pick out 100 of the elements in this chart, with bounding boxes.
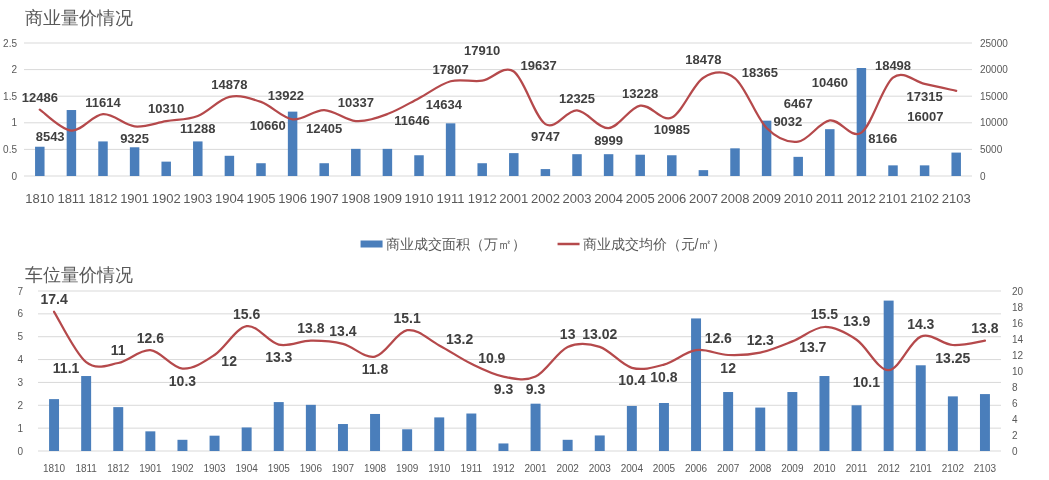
data-label: 13.8: [297, 320, 325, 336]
x-tick-label: 1906: [278, 190, 308, 206]
bar: [851, 405, 862, 451]
x-tick-label: 1902: [171, 462, 195, 474]
x-tick-label: 1811: [75, 462, 98, 474]
data-label: 13922: [267, 88, 304, 104]
x-tick-label: 1912: [467, 190, 497, 206]
y-tick-label: 3: [17, 376, 24, 388]
bar: [161, 161, 171, 176]
chart-title: 商业量价情况: [25, 8, 133, 28]
x-tick-label: 1910: [428, 462, 451, 474]
x-tick-label: 2007: [717, 462, 740, 474]
x-tick-label: 1909: [396, 462, 419, 474]
x-tick-label: 2103: [973, 462, 997, 474]
y2-tick-label: 20000: [980, 64, 1009, 76]
bar: [498, 443, 509, 451]
y-tick-label: 2.5: [3, 37, 18, 49]
data-label: 9325: [120, 131, 150, 147]
data-label: 8543: [35, 129, 65, 145]
data-label: 9032: [773, 114, 803, 130]
data-label: 17.4: [40, 291, 68, 308]
bar: [979, 394, 990, 451]
x-tick-label: 2101: [909, 462, 933, 474]
bar: [241, 427, 252, 451]
x-tick-label: 1902: [151, 190, 181, 206]
y-tick-label: 0.5: [3, 143, 18, 155]
x-tick-label: 1812: [107, 462, 130, 474]
data-label: 19637: [520, 58, 557, 74]
bar: [209, 435, 220, 451]
bar: [466, 413, 477, 451]
x-tick-label: 2103: [941, 190, 971, 206]
x-tick-label: 2010: [813, 462, 837, 474]
bar: [951, 152, 961, 176]
bar: [509, 153, 519, 176]
x-tick-label: 2001: [499, 190, 529, 206]
x-tick-label: 1908: [341, 190, 371, 206]
bar: [319, 163, 329, 176]
data-label: 10.1: [852, 374, 881, 391]
data-label: 12: [720, 359, 737, 376]
x-tick-label: 1904: [214, 190, 244, 206]
y-tick-label: 4: [17, 354, 24, 366]
x-tick-label: 2011: [815, 190, 844, 206]
data-label: 11.8: [361, 361, 389, 378]
data-label: 10.8: [650, 369, 678, 386]
bar: [947, 396, 958, 451]
bar: [540, 169, 551, 176]
bar: [81, 376, 92, 451]
bar: [819, 376, 830, 451]
data-label: 12486: [21, 89, 58, 105]
x-tick-label: 2001: [524, 462, 548, 474]
data-label: 12.6: [704, 330, 733, 347]
x-tick-label: 2009: [752, 190, 782, 206]
data-label: 11614: [85, 94, 122, 110]
y2-tick-label: 0: [980, 170, 986, 182]
bar: [883, 300, 894, 451]
data-label: 13.4: [329, 323, 357, 340]
data-label: 10660: [249, 117, 286, 133]
y2-tick-label: 10: [1012, 365, 1024, 377]
bar: [919, 165, 930, 176]
y-tick-label: 0: [11, 170, 18, 182]
data-label: 10460: [811, 74, 848, 90]
y2-tick-label: 14: [1012, 333, 1024, 345]
bar: [445, 123, 456, 176]
bar: [856, 68, 867, 176]
data-label: 12405: [306, 120, 343, 136]
data-label: 13.8: [971, 320, 999, 336]
bar: [256, 163, 266, 176]
legend-label: 商业成交面积（万㎡）: [385, 236, 518, 252]
data-label: 14878: [211, 77, 248, 93]
data-label: 8999: [594, 132, 624, 148]
data-label: 17807: [432, 61, 469, 77]
data-label: 12325: [558, 90, 596, 106]
data-label: 14634: [425, 96, 463, 112]
data-label: 9.3: [493, 381, 514, 398]
data-label: 13.9: [842, 313, 871, 330]
bar: [49, 399, 60, 451]
bar: [530, 403, 541, 451]
x-tick-label: 2008: [749, 462, 772, 474]
data-label: 12.3: [746, 332, 775, 348]
bar: [755, 407, 766, 451]
x-tick-label: 2011: [845, 462, 868, 474]
bar: [572, 154, 582, 176]
x-tick-label: 2006: [684, 462, 708, 474]
chart-title: 车位量价情况: [25, 265, 133, 285]
bar: [730, 148, 740, 176]
data-label: 9747: [530, 128, 560, 144]
x-tick-label: 1905: [267, 462, 291, 474]
y2-tick-label: 25000: [980, 37, 1009, 49]
x-tick-label: 2004: [620, 462, 644, 474]
y2-tick-label: 12: [1012, 349, 1024, 361]
data-label: 13.3: [265, 349, 293, 366]
data-label: 17910: [464, 43, 501, 59]
bar: [402, 429, 413, 451]
x-tick-label: 2003: [562, 190, 592, 206]
bar: [787, 392, 798, 451]
data-label: 11288: [180, 120, 216, 136]
y2-tick-label: 5000: [980, 143, 1003, 155]
bar: [113, 407, 124, 451]
bar: [414, 155, 424, 176]
bar: [98, 141, 108, 176]
